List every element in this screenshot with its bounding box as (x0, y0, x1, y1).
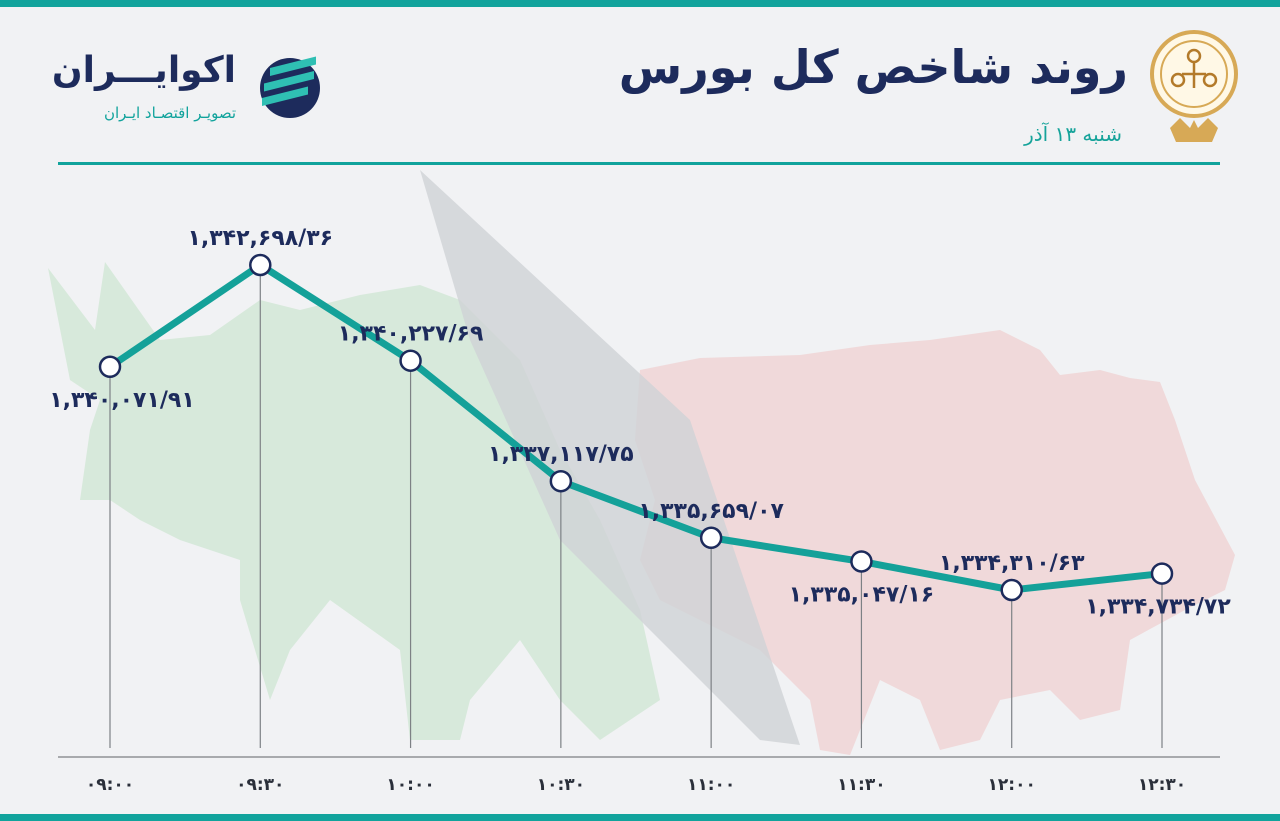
data-point (549, 469, 573, 493)
data-point (1150, 562, 1174, 585)
bottom-accent-bar (0, 814, 1280, 821)
exchange-seal-icon (1150, 30, 1238, 142)
x-tick-labels: ۰۹:۰۰ ۰۹:۳۰ ۱۰:۰۰ ۱۰:۳۰ ۱۱:۰۰ ۱۱:۳۰ ۱۲:۰۰ ۱۲:۳۰ (86, 775, 1186, 795)
page-title: روند شاخص کل بورس (618, 40, 1128, 94)
brand-logo-icon (260, 56, 320, 118)
x-tick-label: ۱۱:۳۰ (837, 775, 885, 795)
drop-lines (109, 265, 1163, 748)
top-accent-bar (0, 0, 1280, 7)
data-point (399, 349, 422, 372)
data-label: ۱,۳۴۲,۶۹۸/۳۶ (187, 226, 333, 251)
data-point (850, 550, 873, 573)
x-tick-label: ۰۹:۰۰ (86, 775, 134, 795)
x-tick-label: ۱۲:۰۰ (988, 775, 1036, 795)
data-point (98, 355, 122, 379)
brand-tagline: تصویـر اقتصـاد ایـران (103, 104, 236, 122)
bear-silhouette (635, 330, 1235, 755)
x-tick-label: ۱۰:۰۰ (386, 775, 434, 795)
x-tick-label: ۱۱:۰۰ (687, 775, 735, 795)
data-labels: ۱,۳۴۰,۰۷۱/۹۱ ۱,۳۴۲,۶۹۸/۳۶ ۱,۳۴۰,۲۲۷/۶۹ ۱,۳۳… (49, 226, 1231, 620)
data-label: ۱,۳۳۵,۶۵۹/۰۷ (638, 499, 784, 524)
brand-name: اکوایـــران (51, 50, 236, 91)
data-point (699, 526, 723, 550)
data-label: ۱,۳۴۰,۲۲۷/۶۹ (338, 322, 484, 347)
data-point (1000, 578, 1023, 602)
data-label: ۱,۳۳۷,۱۱۷/۷۵ (488, 442, 634, 467)
x-tick-label: ۱۲:۳۰ (1138, 775, 1186, 795)
data-label: ۱,۳۳۴,۷۳۴/۷۲ (1085, 595, 1231, 620)
x-tick-label: ۰۹:۳۰ (236, 775, 284, 795)
x-tick-label: ۱۰:۳۰ (537, 775, 585, 795)
data-label: ۱,۳۴۰,۰۷۱/۹۱ (49, 388, 195, 413)
header-divider (58, 162, 1220, 165)
data-label: ۱,۳۳۴,۳۱۰/۶۳ (939, 551, 1085, 576)
page-subtitle: شنبه ۱۳ آذر (1024, 122, 1122, 146)
data-points (98, 253, 1174, 602)
data-point (249, 253, 272, 277)
data-label: ۱,۳۳۵,۰۴۷/۱۶ (789, 582, 935, 607)
series-line (106, 261, 1166, 594)
arrow-shape (420, 170, 800, 745)
